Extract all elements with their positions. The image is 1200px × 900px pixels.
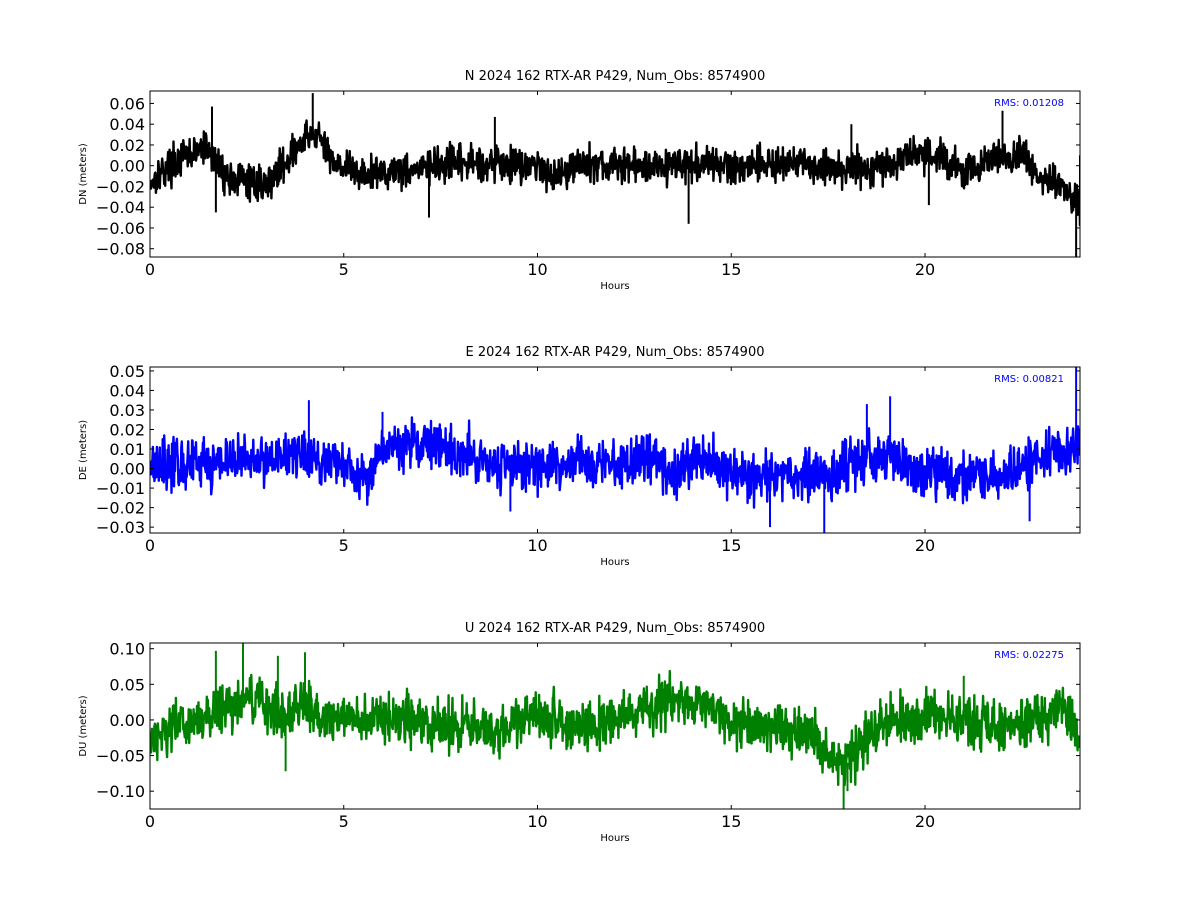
- panel-east-ytick-label-1: −0.02: [96, 499, 145, 518]
- panel-north-ylabel: DN (meters): [78, 143, 89, 205]
- panel-up-ytick-label-1: −0.05: [96, 747, 145, 766]
- panel-up-frame: [149, 642, 1081, 810]
- panel-up-ytick-label-4: 0.10: [109, 640, 145, 659]
- panel-north-xtick-label-2: 10: [527, 260, 547, 279]
- panel-east-xtick-label-4: 20: [915, 536, 935, 555]
- panel-up-title: U 2024 162 RTX-AR P429, Num_Obs: 8574900: [465, 621, 765, 636]
- panel-up-ytick-label-2: 0.00: [109, 711, 145, 730]
- panel-east-ytick-label-2: −0.01: [96, 479, 145, 498]
- panel-east-ytick-label-5: 0.02: [109, 420, 145, 439]
- panel-east-ytick-label-8: 0.05: [109, 362, 145, 381]
- panel-up-ylabel: DU (meters): [78, 695, 89, 756]
- panel-north-ytick-label-2: −0.04: [96, 198, 145, 217]
- panel-up-xtick-label-4: 20: [915, 812, 935, 831]
- panel-east-rms-annotation: RMS: 0.00821: [994, 374, 1064, 385]
- panel-up-ytick-label-0: −0.10: [96, 782, 145, 801]
- panel-north-title: N 2024 162 RTX-AR P429, Num_Obs: 8574900: [465, 69, 765, 84]
- panel-north-ytick-label-4: 0.00: [109, 157, 145, 176]
- panel-north-ytick-label-1: −0.06: [96, 219, 145, 238]
- panel-north-rms-annotation: RMS: 0.01208: [994, 98, 1064, 109]
- panel-east-ytick-label-7: 0.04: [109, 381, 145, 400]
- panel-up-xtick-label-3: 15: [721, 812, 741, 831]
- panel-east-xlabel: Hours: [600, 557, 629, 568]
- panel-north-xlabel: Hours: [600, 281, 629, 292]
- panel-up-series-line: [150, 669, 1080, 787]
- panel-east: E 2024 162 RTX-AR P429, Num_Obs: 8574900…: [78, 345, 1081, 568]
- panel-up-ytick-label-3: 0.05: [109, 675, 145, 694]
- panel-north-frame: [149, 90, 1081, 258]
- panel-north-xtick-label-3: 15: [721, 260, 741, 279]
- panel-east-xtick-label-1: 5: [339, 536, 349, 555]
- panel-east-ytick-label-4: 0.01: [109, 440, 145, 459]
- panel-north-ytick-label-0: −0.08: [96, 240, 145, 259]
- panel-north-xtick-label-4: 20: [915, 260, 935, 279]
- panel-north: N 2024 162 RTX-AR P429, Num_Obs: 8574900…: [78, 69, 1081, 292]
- panel-east-ylabel: DE (meters): [78, 420, 89, 480]
- panel-north-ytick-label-3: −0.02: [96, 177, 145, 196]
- panel-up-xtick-label-0: 0: [145, 812, 155, 831]
- panel-up-rms-annotation: RMS: 0.02275: [994, 650, 1064, 661]
- panels: N 2024 162 RTX-AR P429, Num_Obs: 8574900…: [78, 69, 1081, 844]
- panel-east-frame: [149, 366, 1081, 534]
- panel-east-xtick-label-2: 10: [527, 536, 547, 555]
- panel-up: U 2024 162 RTX-AR P429, Num_Obs: 8574900…: [78, 621, 1081, 844]
- panel-up-xlabel: Hours: [600, 833, 629, 844]
- panel-east-xtick-label-0: 0: [145, 536, 155, 555]
- panel-east-ytick-label-0: −0.03: [96, 518, 145, 537]
- panel-north-ytick-label-5: 0.02: [109, 136, 145, 155]
- panel-north-series-line: [150, 119, 1080, 227]
- panel-north-xtick-label-1: 5: [339, 260, 349, 279]
- panel-east-title: E 2024 162 RTX-AR P429, Num_Obs: 8574900: [466, 345, 765, 360]
- panel-up-xtick-label-2: 10: [527, 812, 547, 831]
- panel-north-ytick-label-6: 0.04: [109, 115, 145, 134]
- panel-east-series-line: [150, 416, 1080, 509]
- panel-east-ytick-label-3: 0.00: [109, 460, 145, 479]
- panel-up-xtick-label-1: 5: [339, 812, 349, 831]
- panel-east-ytick-label-6: 0.03: [109, 401, 145, 420]
- panel-north-xtick-label-0: 0: [145, 260, 155, 279]
- panel-east-xtick-label-3: 15: [721, 536, 741, 555]
- panel-north-ytick-label-7: 0.06: [109, 94, 145, 113]
